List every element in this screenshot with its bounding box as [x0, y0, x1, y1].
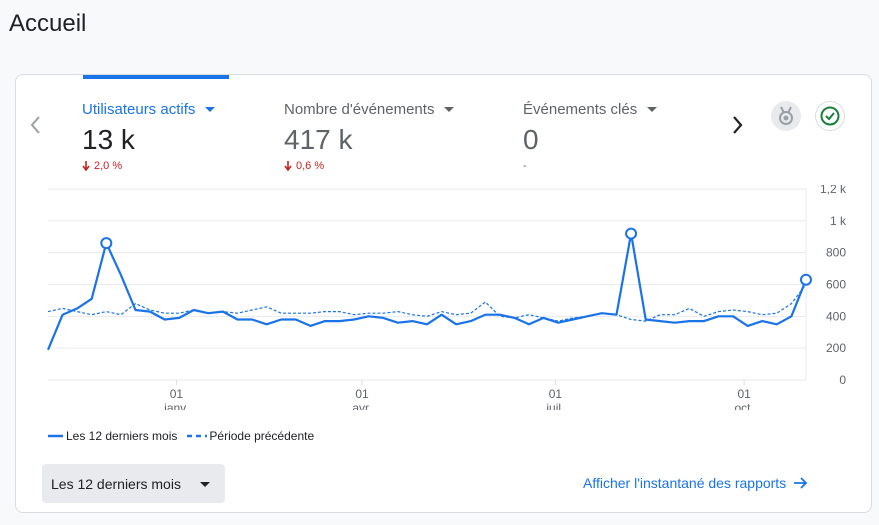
metric-change: 2,0 %	[82, 160, 215, 172]
data-point-marker	[100, 237, 113, 250]
arrow-right-icon	[794, 477, 808, 489]
metric-change: -	[523, 160, 657, 172]
metric-label-active-users[interactable]: Utilisateurs actifs	[82, 101, 216, 118]
metric-value: 417 k	[284, 124, 353, 155]
x-tick-month: oct.	[734, 401, 753, 410]
x-tick-day: 01	[355, 387, 369, 401]
metric-change-text: -	[523, 160, 527, 172]
y-tick-label: 800	[826, 246, 846, 260]
metric-event-count[interactable]: Nombre d'événements 417 k 0,6 %	[284, 101, 455, 172]
legend-label: Période précédente	[209, 429, 315, 443]
y-tick-label: 200	[826, 341, 846, 355]
series-line-current	[46, 232, 808, 351]
date-range-label: Les 12 derniers mois	[51, 475, 181, 492]
legend-item-previous: Période précédente	[185, 429, 314, 443]
x-tick-day: 01	[737, 387, 751, 401]
caret-down-icon	[444, 107, 455, 112]
metric-value: 13 k	[82, 124, 135, 155]
metric-value: 0	[523, 124, 539, 155]
medal-icon[interactable]	[771, 101, 801, 131]
metric-label-key-events[interactable]: Événements clés	[523, 101, 658, 118]
page-title: Accueil	[9, 10, 87, 37]
y-tick-label: 400	[826, 309, 846, 323]
chevron-left-icon[interactable]	[29, 115, 41, 141]
metric-label-text: Événements clés	[523, 101, 638, 118]
view-reports-snapshot-link[interactable]: Afficher l'instantané des rapports	[583, 475, 808, 491]
y-tick-label: 1,2 k	[820, 185, 847, 196]
metrics-card: Utilisateurs actifs 13 k 2,0 % Nombre d'…	[15, 74, 872, 513]
metric-change-text: 2,0 %	[94, 160, 123, 172]
report-link-label: Afficher l'instantané des rapports	[583, 475, 787, 491]
data-point-marker	[800, 273, 812, 286]
metric-change: 0,6 %	[284, 160, 454, 172]
metric-label-text: Nombre d'événements	[284, 101, 435, 118]
arrow-down-icon	[284, 161, 292, 171]
x-tick-day: 01	[549, 387, 563, 401]
metric-label-text: Utilisateurs actifs	[82, 101, 196, 118]
caret-down-icon	[647, 107, 658, 112]
x-tick-day: 01	[170, 387, 184, 401]
x-tick-month: janv.	[163, 401, 188, 410]
series-line-previous	[47, 284, 807, 322]
metric-key-events[interactable]: Événements clés 0 -	[523, 101, 658, 172]
date-range-dropdown[interactable]: Les 12 derniers mois	[42, 464, 225, 503]
legend-dashed-line	[187, 434, 208, 438]
caret-down-icon	[200, 482, 210, 487]
check-circle-icon[interactable]	[815, 101, 845, 131]
legend-item-current: Les 12 derniers mois	[48, 429, 177, 443]
metric-change-text: 0,6 %	[296, 160, 325, 172]
chevron-right-icon[interactable]	[732, 115, 744, 141]
x-tick-month: avr.	[352, 401, 371, 410]
y-tick-label: 600	[826, 278, 846, 292]
active-tab-indicator	[83, 75, 229, 79]
data-point-marker	[625, 227, 638, 240]
metric-label-event-count[interactable]: Nombre d'événements	[284, 101, 455, 118]
caret-down-icon	[205, 107, 216, 112]
legend-solid-line	[48, 434, 63, 438]
y-tick-label: 0	[839, 373, 846, 387]
chart-legend: Les 12 derniers mois Période précédente	[48, 429, 322, 443]
y-tick-label: 1 k	[830, 214, 847, 228]
x-tick-month: juil.	[545, 401, 564, 410]
metric-active-users[interactable]: Utilisateurs actifs 13 k 2,0 %	[82, 101, 216, 172]
arrow-down-icon	[82, 161, 90, 171]
legend-label: Les 12 derniers mois	[66, 429, 178, 443]
